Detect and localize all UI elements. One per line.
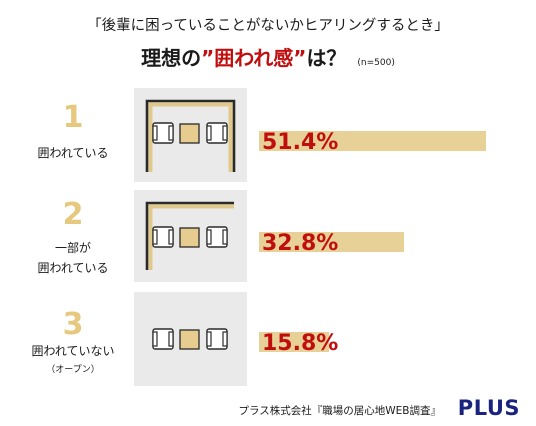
- row-2-label-line2: 囲われている: [37, 261, 109, 275]
- chart-title: 理想の”囲われ感”は？ (n=500): [0, 42, 536, 71]
- row-3-sublabel: （オープン）: [46, 365, 100, 375]
- rank-2: 2: [62, 197, 84, 232]
- chart-subtitle: 「後輩に困っていることがないかヒアリングするとき」: [87, 18, 449, 34]
- enclosed-layout-illustration: [145, 99, 236, 172]
- chair-left-icon: [152, 226, 174, 248]
- chair-left-icon: [152, 328, 174, 350]
- bar-partial: [259, 232, 404, 252]
- table-icon: [179, 227, 200, 248]
- rank-3: 3: [62, 307, 84, 342]
- chair-right-icon: [206, 328, 228, 350]
- title-prefix: 理想の: [141, 46, 202, 70]
- partial-layout-illustration: [145, 201, 234, 270]
- layout-panel-enclosed: [134, 88, 247, 182]
- chair-left-icon: [152, 122, 174, 144]
- plus-logo: PLUS: [457, 396, 520, 420]
- value-label-partial: 32.8%: [262, 231, 339, 256]
- title-highlight: ”囲われ感”: [201, 46, 307, 70]
- chair-right-icon: [206, 226, 228, 248]
- source-note: プラス株式会社『職場の居心地WEB調査』: [238, 405, 441, 417]
- row-3-label: 囲われていない: [31, 344, 115, 358]
- bar-enclosed: [259, 131, 486, 151]
- value-label-open: 15.8%: [262, 331, 339, 356]
- title-suffix: は？: [306, 46, 347, 70]
- table-icon: [179, 123, 200, 144]
- chair-right-icon: [206, 122, 228, 144]
- open-layout-illustration: [152, 328, 228, 350]
- rank-1: 1: [62, 100, 84, 135]
- layout-panel-open: [134, 292, 247, 386]
- sample-size: (n=500): [357, 58, 395, 68]
- row-1-label: 囲われている: [37, 146, 109, 160]
- bar-open: [259, 332, 329, 352]
- table-icon: [179, 329, 200, 350]
- layout-panel-partial: [134, 190, 247, 282]
- row-2-label-line1: 一部が: [54, 241, 91, 255]
- value-label-enclosed: 51.4%: [262, 130, 339, 155]
